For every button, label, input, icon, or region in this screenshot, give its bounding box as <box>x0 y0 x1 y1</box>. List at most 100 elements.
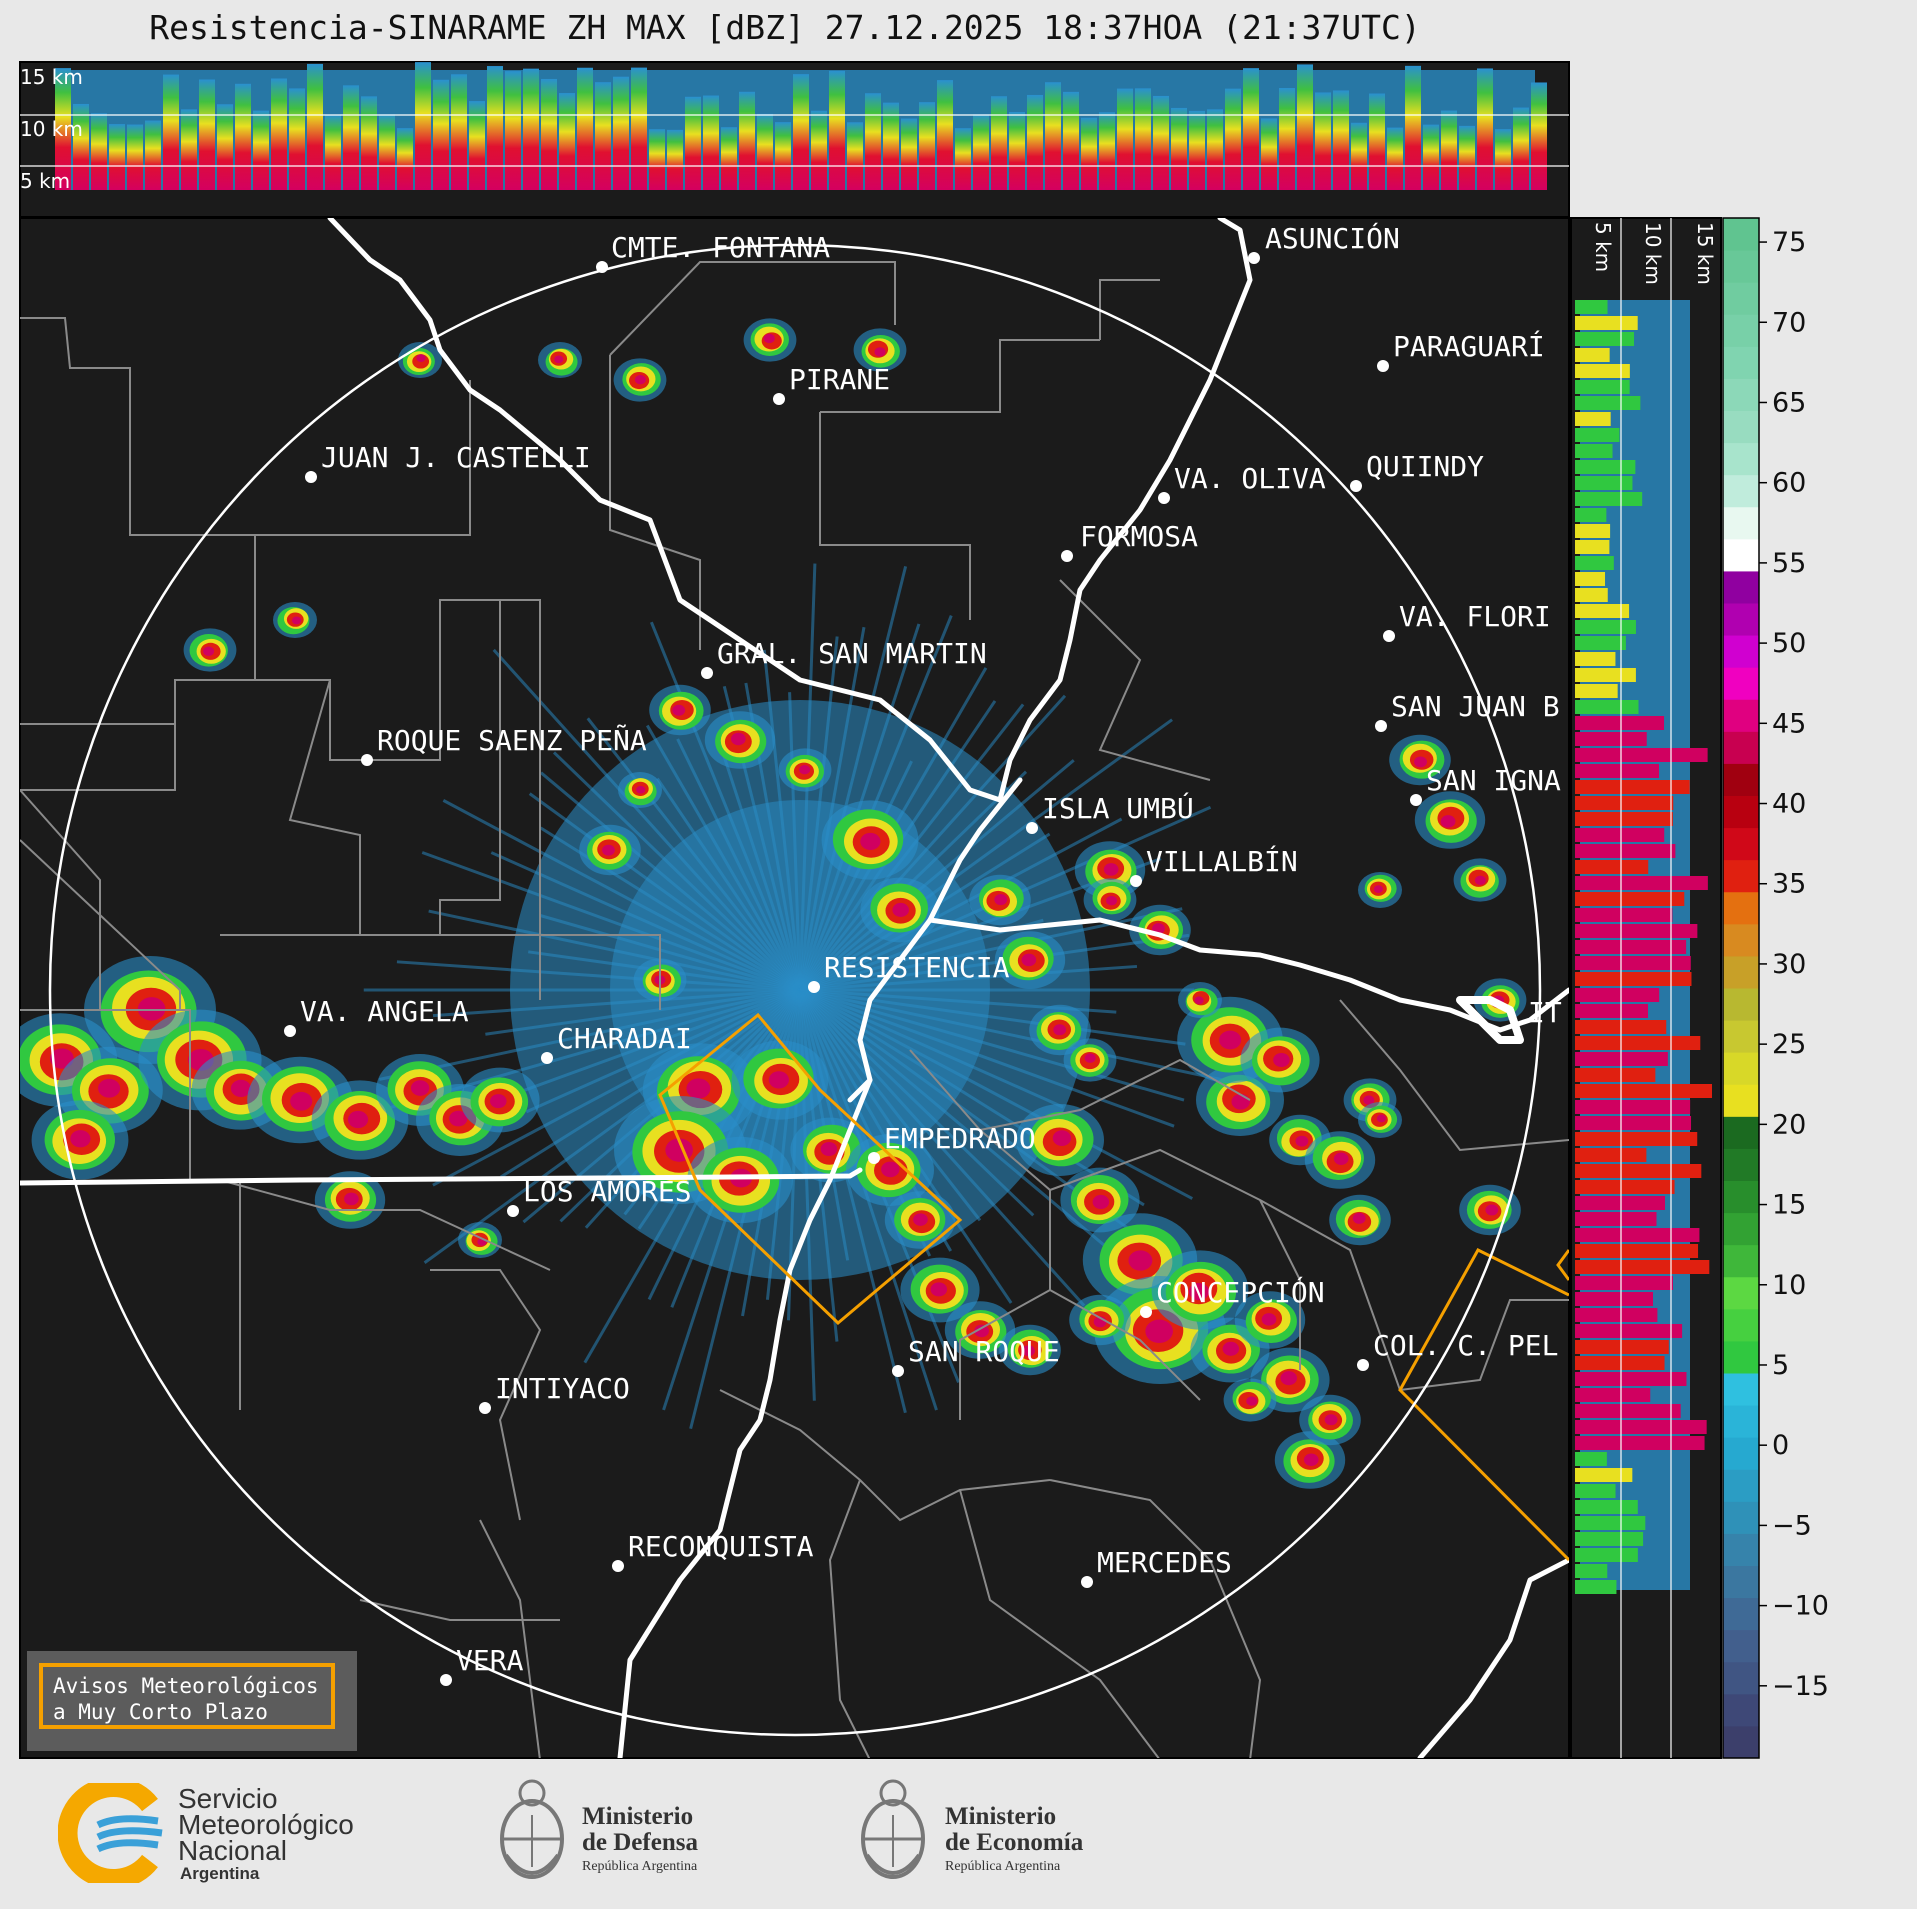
city-marker <box>596 261 608 273</box>
side-section-row <box>1575 1340 1669 1354</box>
colorbar-tick-label: 35 <box>1772 869 1806 900</box>
top-10km-label: 10 km <box>20 117 83 141</box>
side-section-row <box>1575 1084 1712 1098</box>
echo-spoke <box>799 988 1145 1207</box>
top-section-column <box>973 114 989 190</box>
map-title: Resistencia-SINARAME ZH MAX [dBZ] 27.12.… <box>149 8 1421 47</box>
storm-cell-core <box>1352 1212 1366 1224</box>
top-section-column <box>1405 65 1421 190</box>
storm-cell-core <box>913 1213 928 1226</box>
side-5km-label: 5 km <box>1591 222 1615 272</box>
city-marker <box>284 1025 296 1037</box>
map-panel: ASUNCIÓN CMTE. FONTANA PARAGUARÍ PIRANE JUAN… <box>19 217 1570 1759</box>
side-section-row <box>1575 1148 1647 1162</box>
city-marker <box>1140 1306 1152 1318</box>
top-cross-section-panel: 15 km 10 km 5 km <box>19 61 1570 218</box>
side-section-row <box>1575 1260 1710 1274</box>
top-section-column <box>1387 127 1403 190</box>
city-marker <box>1357 1359 1369 1371</box>
side-section-row <box>1575 556 1614 570</box>
side-section-row <box>1575 796 1674 810</box>
city-marker <box>440 1674 452 1686</box>
top-section-column <box>775 122 791 190</box>
storm-cell-core <box>98 1078 121 1098</box>
top-section-column <box>289 88 305 190</box>
top-section-column <box>595 82 611 190</box>
top-section-column <box>703 95 719 190</box>
colorbar-segment <box>1723 891 1759 925</box>
side-section-row <box>1575 1132 1698 1146</box>
storm-cell-core <box>1103 863 1119 876</box>
top-section-column <box>1333 90 1349 190</box>
colorbar-segment <box>1723 410 1759 444</box>
storm-cell-core <box>1053 1024 1067 1036</box>
defensa-logo: Ministerio de Defensa República Argentin… <box>494 1775 754 1895</box>
side-section-row <box>1575 380 1630 394</box>
city-label: ISLA UMBÚ <box>1042 791 1194 825</box>
colorbar-tick-label: −10 <box>1772 1591 1829 1622</box>
top-section-column <box>937 80 953 190</box>
colorbar-segment <box>1723 635 1759 668</box>
top-section-column <box>1315 92 1331 190</box>
colorbar-segment <box>1723 1308 1759 1342</box>
top-section-column <box>73 103 89 190</box>
colorbar-segment <box>1723 1020 1759 1053</box>
colorbar-tick-label: 25 <box>1772 1029 1806 1060</box>
top-section-column <box>487 66 503 190</box>
colorbar-tick-label: 40 <box>1772 789 1806 820</box>
city-label: RESISTENCIA <box>824 951 1010 984</box>
city-label: CMTE. FONTANA <box>611 231 830 264</box>
storm-cell-core <box>1474 875 1486 885</box>
colorbar-segment <box>1723 250 1759 283</box>
echo-spoke <box>656 777 802 991</box>
storm-cell-core <box>672 704 686 716</box>
colorbar-segment <box>1723 667 1759 700</box>
top-section-column <box>757 113 773 190</box>
warning-legend-box[interactable]: Avisos Meteorológicos a Muy Corto Plazo <box>27 1651 357 1751</box>
top-section-column <box>991 96 1007 190</box>
storm-cell-core <box>554 355 564 364</box>
top-section-column <box>253 110 269 190</box>
colorbar-tick-label: 30 <box>1772 949 1806 980</box>
colorbar-segment <box>1723 763 1759 796</box>
echo-spoke <box>798 636 839 991</box>
colorbar-segment <box>1723 1212 1759 1246</box>
colorbar-tick-label: −15 <box>1772 1671 1829 1702</box>
city-marker <box>1158 492 1170 504</box>
side-section-row <box>1575 460 1636 474</box>
city-label: SAN JUAN B <box>1391 690 1560 723</box>
side-section-row <box>1575 476 1633 490</box>
top-section-column <box>1477 68 1493 190</box>
top-section-column <box>1207 109 1223 190</box>
top-section-column <box>523 68 539 190</box>
echo-spoke <box>490 851 801 992</box>
colorbar-segment <box>1723 1629 1759 1663</box>
top-section-column <box>829 70 845 190</box>
echo-spoke <box>799 988 1186 1046</box>
colorbar-tick-label: 20 <box>1772 1109 1806 1140</box>
city-label: CONCEPCIÓN <box>1156 1275 1325 1309</box>
storm-cell-core <box>1333 1152 1349 1166</box>
side-section-row <box>1575 396 1641 410</box>
storm-cell-core <box>881 1161 900 1178</box>
top-section-column <box>1117 88 1133 190</box>
colorbar-segment <box>1723 1276 1759 1310</box>
storm-cell-core <box>1222 1341 1240 1356</box>
smn-logo: Servicio Meteorológico Nacional Argentin… <box>58 1783 378 1883</box>
side-section-row <box>1575 844 1676 858</box>
side-section-row <box>1575 1564 1608 1578</box>
colorbar-segment <box>1723 1116 1759 1149</box>
top-section-column <box>145 120 161 190</box>
side-10km-label: 10 km <box>1641 222 1665 285</box>
top-section-column <box>1135 88 1151 190</box>
top-section-column <box>1441 110 1457 190</box>
top-section-column <box>55 68 71 190</box>
storm-cell-core <box>1231 1093 1250 1110</box>
city-label: VILLALBÍN <box>1146 844 1298 878</box>
city-marker <box>1248 252 1260 264</box>
side-section-row <box>1575 812 1673 826</box>
side-section-row <box>1575 1372 1687 1386</box>
side-section-row <box>1575 924 1698 938</box>
